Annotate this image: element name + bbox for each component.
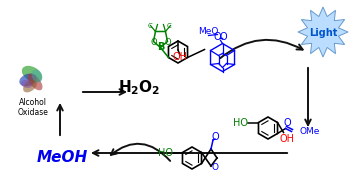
Text: O: O [214,33,221,43]
Text: OH: OH [279,133,294,143]
Ellipse shape [27,74,42,90]
Text: $\mathbf{H_2O_2}$: $\mathbf{H_2O_2}$ [118,79,161,97]
Ellipse shape [21,80,33,88]
Ellipse shape [22,66,42,82]
Text: OMe: OMe [300,127,320,136]
Text: Alcohol
Oxidase: Alcohol Oxidase [18,98,49,117]
Text: OH: OH [172,52,188,62]
Text: Light: Light [309,28,337,38]
Text: HO: HO [233,118,248,128]
Text: MeOH: MeOH [36,150,87,166]
Text: O: O [164,38,171,47]
Ellipse shape [23,80,37,92]
Ellipse shape [19,74,37,86]
Text: HO: HO [158,147,173,157]
Text: O: O [220,33,227,43]
Ellipse shape [32,69,42,83]
Text: C: C [167,22,172,29]
Text: C: C [148,22,153,29]
Text: B: B [157,43,164,53]
Polygon shape [298,7,348,57]
Text: O: O [284,118,291,128]
Text: O: O [212,163,219,171]
Text: O: O [150,38,157,47]
Text: O: O [211,132,219,142]
Text: MeO: MeO [198,27,219,36]
